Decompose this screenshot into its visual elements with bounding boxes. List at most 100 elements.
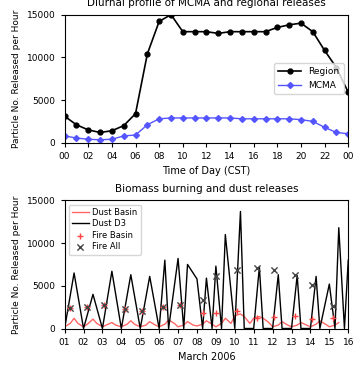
Dust D3 xyxy=(238,209,243,214)
X-axis label: Time of Day (CST): Time of Day (CST) xyxy=(162,166,251,176)
Dust D3 xyxy=(327,282,331,286)
Region xyxy=(287,23,291,27)
Dust Basin xyxy=(204,319,209,323)
Dust Basin xyxy=(238,312,243,316)
Dust D3 xyxy=(261,326,265,331)
Region xyxy=(311,30,315,34)
MCMA xyxy=(181,116,185,120)
Region xyxy=(275,25,279,30)
Fire All xyxy=(67,305,73,311)
Fire All xyxy=(293,272,298,278)
Dust D3 xyxy=(257,265,261,269)
Fire Basin xyxy=(102,301,107,307)
Dust D3 xyxy=(223,233,228,237)
Dust D3 xyxy=(119,326,123,331)
Region xyxy=(334,65,339,70)
MCMA xyxy=(346,131,350,136)
Region xyxy=(122,123,126,128)
MCMA xyxy=(157,116,161,121)
Dust D3 xyxy=(308,326,313,331)
Fire All xyxy=(309,282,315,288)
Dust Basin xyxy=(267,320,271,325)
Fire All xyxy=(160,304,166,310)
Fire All xyxy=(200,297,205,303)
Fire Basin xyxy=(177,303,183,308)
Fire Basin xyxy=(160,304,166,310)
Fire All xyxy=(139,308,145,314)
Line: Dust D3: Dust D3 xyxy=(65,211,348,328)
Fire All xyxy=(255,265,260,271)
Fire Basin xyxy=(330,315,336,321)
Dust Basin xyxy=(72,316,76,320)
Dust D3 xyxy=(214,264,218,268)
MCMA xyxy=(204,116,209,120)
Dust D3 xyxy=(167,326,171,331)
Dust Basin xyxy=(104,323,108,327)
Dust D3 xyxy=(233,326,237,331)
MCMA xyxy=(275,116,279,121)
Region xyxy=(252,30,256,34)
MCMA xyxy=(240,116,244,121)
MCMA xyxy=(252,116,256,121)
Region xyxy=(157,19,161,24)
MCMA xyxy=(311,119,315,124)
Dust D3 xyxy=(129,273,133,277)
Region xyxy=(86,128,90,132)
Fire All xyxy=(177,303,183,308)
Line: MCMA: MCMA xyxy=(62,116,350,142)
Dust Basin xyxy=(337,320,341,325)
Fire Basin xyxy=(139,308,145,314)
Dust D3 xyxy=(182,326,186,331)
Fire Basin xyxy=(293,313,298,319)
Fire Basin xyxy=(234,308,239,314)
Dust D3 xyxy=(342,326,346,331)
Dust D3 xyxy=(185,262,190,266)
Dust D3 xyxy=(91,292,95,296)
Title: Biomass burning and dust releases: Biomass burning and dust releases xyxy=(115,184,298,194)
Region xyxy=(145,52,149,56)
Region xyxy=(110,128,114,133)
Region xyxy=(322,48,327,53)
MCMA xyxy=(110,137,114,142)
Region xyxy=(204,30,209,34)
Region xyxy=(299,21,303,25)
MCMA xyxy=(192,116,197,120)
MCMA xyxy=(74,136,79,140)
Region xyxy=(74,123,79,127)
Region xyxy=(216,31,220,35)
Dust D3 xyxy=(242,326,246,331)
Dust D3 xyxy=(252,326,256,331)
Region xyxy=(346,90,350,95)
Dust D3 xyxy=(81,326,86,331)
MCMA xyxy=(145,123,149,127)
Legend: Region, MCMA: Region, MCMA xyxy=(274,63,344,95)
Region xyxy=(181,30,185,34)
Fire All xyxy=(84,304,90,310)
Dust D3 xyxy=(346,258,350,262)
MCMA xyxy=(62,134,67,138)
Fire All xyxy=(234,267,239,273)
Dust D3 xyxy=(195,277,199,281)
Dust D3 xyxy=(110,269,114,273)
Fire Basin xyxy=(67,305,73,311)
Dust D3 xyxy=(138,326,143,331)
MCMA xyxy=(334,130,339,135)
Dust D3 xyxy=(289,326,294,331)
Dust D3 xyxy=(62,326,67,331)
MCMA xyxy=(134,133,138,137)
Fire Basin xyxy=(272,315,278,320)
Fire All xyxy=(102,301,107,307)
Dust D3 xyxy=(163,258,167,262)
Dust D3 xyxy=(100,326,104,331)
Dust D3 xyxy=(280,326,284,331)
Dust D3 xyxy=(72,271,76,275)
Region xyxy=(62,114,67,118)
Fire Basin xyxy=(84,304,90,310)
Line: Dust Basin: Dust Basin xyxy=(65,314,339,327)
Dust D3 xyxy=(157,326,161,331)
Fire Basin xyxy=(213,310,219,316)
Dust D3 xyxy=(176,256,180,261)
Fire All xyxy=(272,267,278,273)
Dust Basin xyxy=(62,324,67,329)
Title: Diurnal profile of MCMA and regional releases: Diurnal profile of MCMA and regional rel… xyxy=(87,0,326,8)
